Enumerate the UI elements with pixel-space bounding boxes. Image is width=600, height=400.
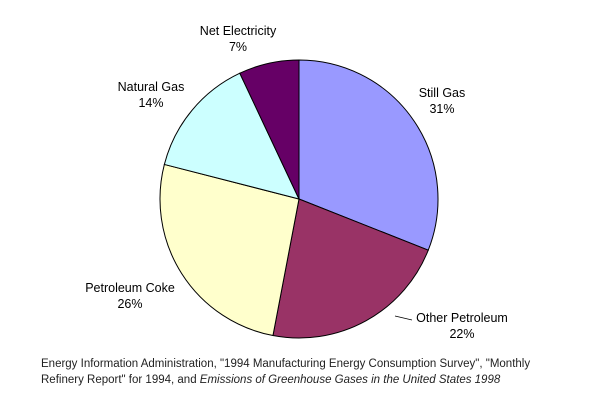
pie-slice-petroleum-coke [159, 163, 300, 337]
source-report-title: Emissions of Greenhouse Gases in the Uni… [199, 374, 501, 386]
slice-percent-still-gas: 31% [429, 102, 454, 116]
pie-slice-net-electricity [239, 59, 300, 200]
slice-label-natural-gas: Natural Gas [118, 80, 185, 94]
source-note: Energy Information Administration, "1994… [41, 356, 561, 388]
slice-label-still-gas: Still Gas [419, 86, 466, 100]
slice-percent-net-electricity: 7% [229, 40, 247, 54]
slice-labels: Still Gas 31% Other Petroleum 22% Petroleum … [85, 24, 508, 341]
slice-label-other-petroleum: Other Petroleum [416, 311, 508, 325]
source-line-2: Refinery Report" for 1994, and Emissions… [41, 372, 561, 388]
slice-percent-petroleum-coke: 26% [117, 297, 142, 311]
pie-slice-still-gas [298, 59, 439, 251]
slice-label-net-electricity: Net Electricity [200, 24, 277, 38]
slice-percent-other-petroleum: 22% [449, 327, 474, 341]
leader-line-other-petroleum [394, 315, 413, 321]
pie-chart: Still Gas 31% Other Petroleum 22% Petroleum … [85, 24, 508, 341]
pie-slices [159, 59, 439, 339]
source-line-2-text: Refinery Report" for 1994, and [41, 374, 200, 386]
leader-lines [394, 315, 413, 321]
pie-slice-natural-gas [163, 72, 300, 200]
slice-percent-natural-gas: 14% [138, 96, 163, 110]
slice-label-petroleum-coke: Petroleum Coke [85, 281, 175, 295]
source-line-1: Energy Information Administration, "1994… [41, 358, 531, 370]
pie-slice-other-petroleum [272, 198, 429, 339]
